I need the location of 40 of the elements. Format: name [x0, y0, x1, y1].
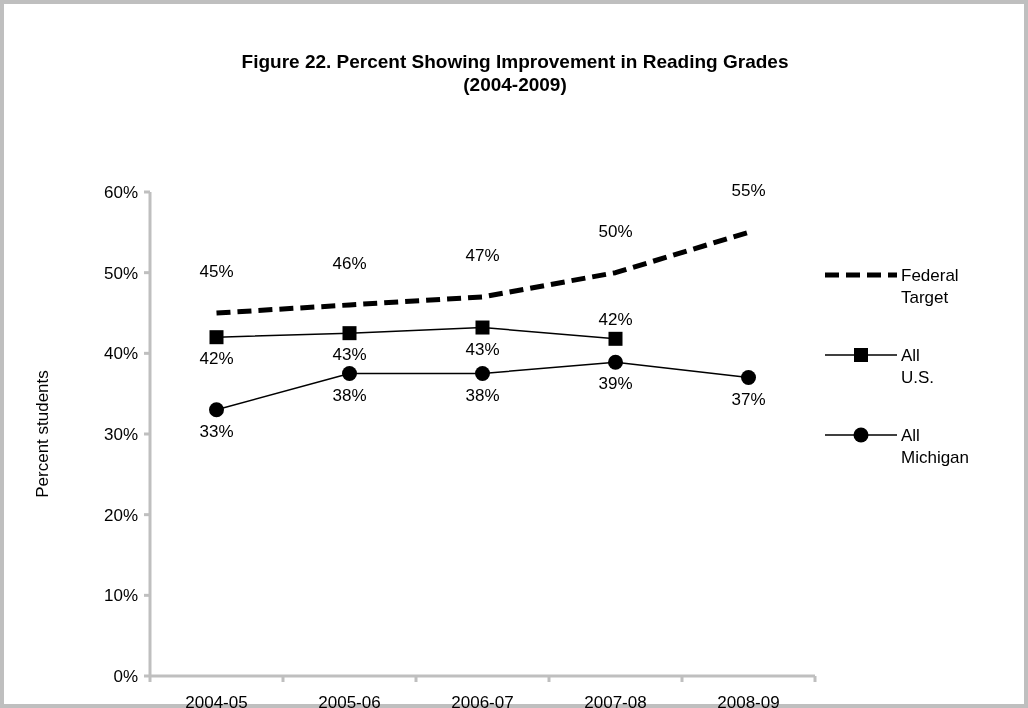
x-tick-label: 2004-05: [185, 693, 248, 708]
data-label: 42%: [199, 349, 234, 369]
data-label: 43%: [465, 339, 500, 359]
data-label: 47%: [465, 245, 500, 265]
data-label: 37%: [731, 389, 766, 409]
x-tick-label: 2008-09: [717, 693, 780, 708]
point: [741, 370, 756, 386]
point: [342, 366, 357, 381]
point: [475, 320, 490, 335]
point: [475, 366, 490, 381]
data-label: 38%: [465, 385, 500, 405]
y-tick-label: 50%: [103, 263, 138, 283]
legend-label: All U.S.: [901, 346, 935, 387]
data-label: 50%: [598, 221, 633, 241]
y-tick-label: 0%: [113, 667, 138, 686]
y-tick-label: 40%: [103, 344, 138, 364]
point: [608, 354, 623, 370]
data-label: 39%: [598, 374, 633, 394]
point: [209, 330, 224, 345]
legend-label: All Michigan: [901, 426, 970, 467]
data-label: 55%: [731, 181, 766, 201]
y-axis-title: Percent students: [33, 370, 52, 498]
y-tick-label: 20%: [103, 505, 138, 525]
point: [608, 331, 623, 346]
point: [209, 402, 224, 418]
data-label: 33%: [199, 421, 234, 441]
y-tick-label: 60%: [103, 183, 138, 202]
data-label: 43%: [332, 345, 367, 365]
point: [342, 326, 357, 341]
data-label: 45%: [199, 262, 234, 281]
data-label: 38%: [332, 385, 367, 405]
data-label: 42%: [598, 309, 633, 329]
x-tick-label: 2007-08: [584, 693, 647, 708]
data-label: 46%: [332, 253, 367, 273]
legend-label: Federal Target: [901, 266, 959, 307]
y-tick-label: 30%: [103, 425, 138, 444]
chart-title: Figure 22. Percent Showing Improvement in Reading Grades (2004-2009): [241, 51, 789, 95]
y-tick-label: 10%: [103, 586, 138, 606]
x-tick-label: 2005-06: [318, 693, 381, 708]
x-tick-label: 2006-07: [451, 693, 514, 708]
